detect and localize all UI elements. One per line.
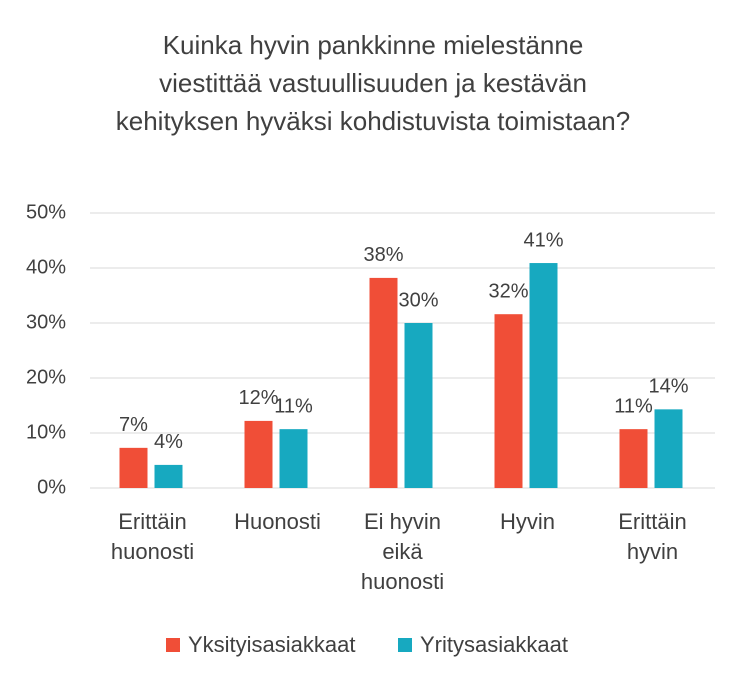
- data-label: 4%: [154, 431, 183, 453]
- x-tick-label: Erittäin hyvin: [618, 509, 686, 564]
- bar: [119, 447, 148, 488]
- y-tick-label: 50%: [26, 201, 66, 223]
- y-tick-label: 10%: [26, 421, 66, 443]
- bar: [244, 420, 273, 488]
- data-label: 38%: [363, 244, 403, 266]
- bar: [619, 429, 648, 488]
- bar: [654, 409, 683, 488]
- x-tick-label: Huonosti: [234, 509, 321, 534]
- bar: [279, 429, 308, 488]
- bar: [154, 464, 183, 488]
- legend-label: Yksityisasiakkaat: [188, 632, 356, 657]
- chart-title: Kuinka hyvin pankkinne mielestänne viesti…: [116, 30, 630, 136]
- data-label: 41%: [523, 229, 563, 251]
- bar: [529, 263, 558, 488]
- data-label: 7%: [119, 414, 148, 436]
- y-tick-label: 40%: [26, 256, 66, 278]
- bar: [369, 277, 398, 488]
- data-label: 12%: [238, 387, 278, 409]
- x-tick-label: Ei hyvin eikä huonosti: [361, 509, 444, 594]
- data-label: 11%: [614, 395, 653, 417]
- legend-swatch: [398, 638, 412, 652]
- data-label: 30%: [398, 289, 438, 311]
- x-tick-label: Hyvin: [500, 509, 555, 534]
- legend-swatch: [166, 638, 180, 652]
- x-tick-label: Erittäin huonosti: [111, 509, 194, 564]
- data-label: 32%: [488, 280, 528, 302]
- y-tick-label: 20%: [26, 366, 66, 388]
- y-tick-label: 0%: [37, 476, 66, 498]
- bar: [494, 314, 523, 488]
- data-label: 11%: [274, 395, 313, 417]
- legend-label: Yritysasiakkaat: [420, 632, 568, 657]
- bar: [404, 323, 433, 488]
- data-label: 14%: [648, 376, 688, 398]
- y-tick-label: 30%: [26, 311, 66, 333]
